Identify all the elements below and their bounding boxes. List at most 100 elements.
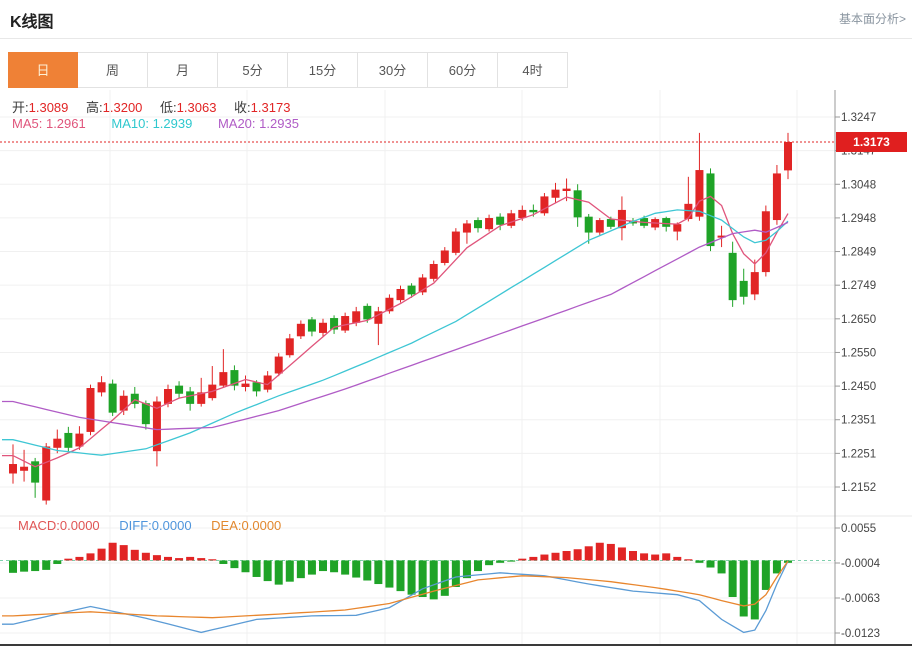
macd-chart-area[interactable] bbox=[0, 516, 835, 644]
candle-body bbox=[761, 211, 770, 273]
tab-60min[interactable]: 60分 bbox=[428, 52, 498, 88]
candle-body bbox=[518, 209, 527, 219]
candle-body bbox=[20, 466, 29, 471]
macd-bar bbox=[64, 558, 73, 561]
macd-bar bbox=[518, 558, 527, 561]
main-y-axis-label: 1.3048 bbox=[841, 179, 876, 191]
ma20-label: MA20: bbox=[217, 116, 256, 131]
candle-body bbox=[374, 311, 383, 324]
macd-bar bbox=[241, 560, 250, 573]
macd-bar bbox=[330, 560, 339, 573]
candle-body bbox=[9, 464, 17, 474]
candle-body bbox=[263, 375, 272, 390]
tab-4hour[interactable]: 4时 bbox=[498, 52, 568, 88]
candle-body bbox=[440, 250, 449, 263]
candle-body bbox=[186, 391, 195, 404]
tab-30min[interactable]: 30分 bbox=[358, 52, 428, 88]
macd-bar bbox=[673, 556, 682, 561]
macd-legend: MACD:0.0000 DIFF:0.0000 DEA:0.0000 bbox=[18, 518, 281, 533]
macd-bar bbox=[307, 560, 316, 575]
candle-body bbox=[739, 280, 748, 297]
candle-body bbox=[330, 318, 339, 330]
macd-bar bbox=[374, 560, 383, 585]
low-label: 低: bbox=[160, 100, 177, 115]
ohlc-legend: 开:1.3089 高:1.3200 低:1.3063 收:1.3173 bbox=[12, 97, 304, 116]
macd-bar bbox=[739, 560, 748, 617]
tab-day[interactable]: 日 bbox=[8, 52, 78, 88]
candle-body bbox=[296, 323, 305, 337]
candle-body bbox=[496, 216, 505, 225]
macd-bar bbox=[540, 554, 549, 561]
macd-bar bbox=[296, 560, 305, 579]
macd-bar bbox=[352, 560, 361, 578]
candle-body bbox=[606, 219, 615, 227]
ma10-value: 1.2939 bbox=[152, 116, 193, 131]
macd-bar bbox=[119, 545, 128, 561]
candle-body bbox=[352, 311, 361, 323]
candle-body bbox=[285, 338, 294, 356]
candle-body bbox=[462, 223, 471, 233]
tab-5min[interactable]: 5分 bbox=[218, 52, 288, 88]
tab-15min[interactable]: 15分 bbox=[288, 52, 358, 88]
candle-body bbox=[684, 203, 693, 220]
main-chart-area[interactable] bbox=[0, 90, 835, 512]
tab-month[interactable]: 月 bbox=[148, 52, 218, 88]
ma-legend: MA5: 1.2961 MA10: 1.2939 MA20: 1.2935 bbox=[12, 116, 299, 131]
candle-body bbox=[396, 288, 405, 301]
low-value: 1.3063 bbox=[176, 100, 217, 115]
ma20-line bbox=[2, 221, 789, 431]
close-label: 收: bbox=[234, 100, 251, 115]
macd-bar bbox=[507, 560, 516, 562]
header-divider bbox=[0, 38, 912, 39]
candle-body bbox=[695, 170, 704, 217]
candle-body bbox=[42, 446, 51, 501]
macd-bar bbox=[462, 560, 471, 579]
ma10-line bbox=[2, 209, 789, 456]
fundamental-analysis-link[interactable]: 基本面分析> bbox=[838, 12, 906, 26]
macd-y-axis-label: -0.0004 bbox=[841, 558, 881, 570]
macd-bar bbox=[263, 560, 272, 582]
macd-bar bbox=[197, 558, 206, 561]
candle-body bbox=[363, 305, 372, 320]
candle-body bbox=[97, 382, 106, 393]
macd-bar bbox=[396, 560, 405, 592]
macd-layer bbox=[9, 542, 792, 620]
candle-body bbox=[485, 218, 494, 230]
diff-label: DIFF: bbox=[119, 518, 152, 533]
main-y-axis-label: 1.2450 bbox=[841, 381, 876, 393]
high-label: 高: bbox=[86, 100, 103, 115]
macd-bar bbox=[363, 560, 372, 581]
candle-body bbox=[529, 209, 538, 213]
chart-bottom-border bbox=[0, 644, 912, 646]
macd-bar bbox=[285, 560, 294, 582]
tab-week[interactable]: 周 bbox=[78, 52, 148, 88]
macd-bar bbox=[485, 560, 494, 566]
macd-bar bbox=[219, 560, 228, 564]
high-value: 1.3200 bbox=[102, 100, 143, 115]
macd-bar bbox=[230, 560, 239, 569]
macd-bar bbox=[706, 560, 715, 568]
candle-body bbox=[407, 285, 416, 295]
main-y-axis-label: 1.2351 bbox=[841, 415, 876, 427]
candle-body bbox=[230, 370, 239, 386]
macd-bar bbox=[728, 560, 737, 598]
main-y-axis-label: 1.2849 bbox=[841, 247, 876, 259]
candle-body bbox=[130, 393, 139, 404]
main-y-axis-label: 1.2251 bbox=[841, 448, 876, 460]
candle-body bbox=[706, 173, 715, 247]
macd-value: 0.0000 bbox=[59, 518, 100, 533]
candle-body bbox=[86, 387, 95, 432]
macd-bar bbox=[20, 560, 29, 572]
macd-bar bbox=[496, 560, 505, 563]
macd-bar bbox=[141, 552, 150, 561]
candle-body bbox=[573, 190, 582, 218]
macd-bar bbox=[97, 548, 106, 561]
macd-bar bbox=[407, 560, 416, 595]
candle-body bbox=[341, 316, 350, 331]
macd-bar bbox=[418, 560, 427, 598]
macd-bar bbox=[717, 560, 726, 574]
candle-body bbox=[451, 231, 460, 253]
candle-body bbox=[418, 277, 427, 293]
candle-body bbox=[595, 220, 604, 233]
